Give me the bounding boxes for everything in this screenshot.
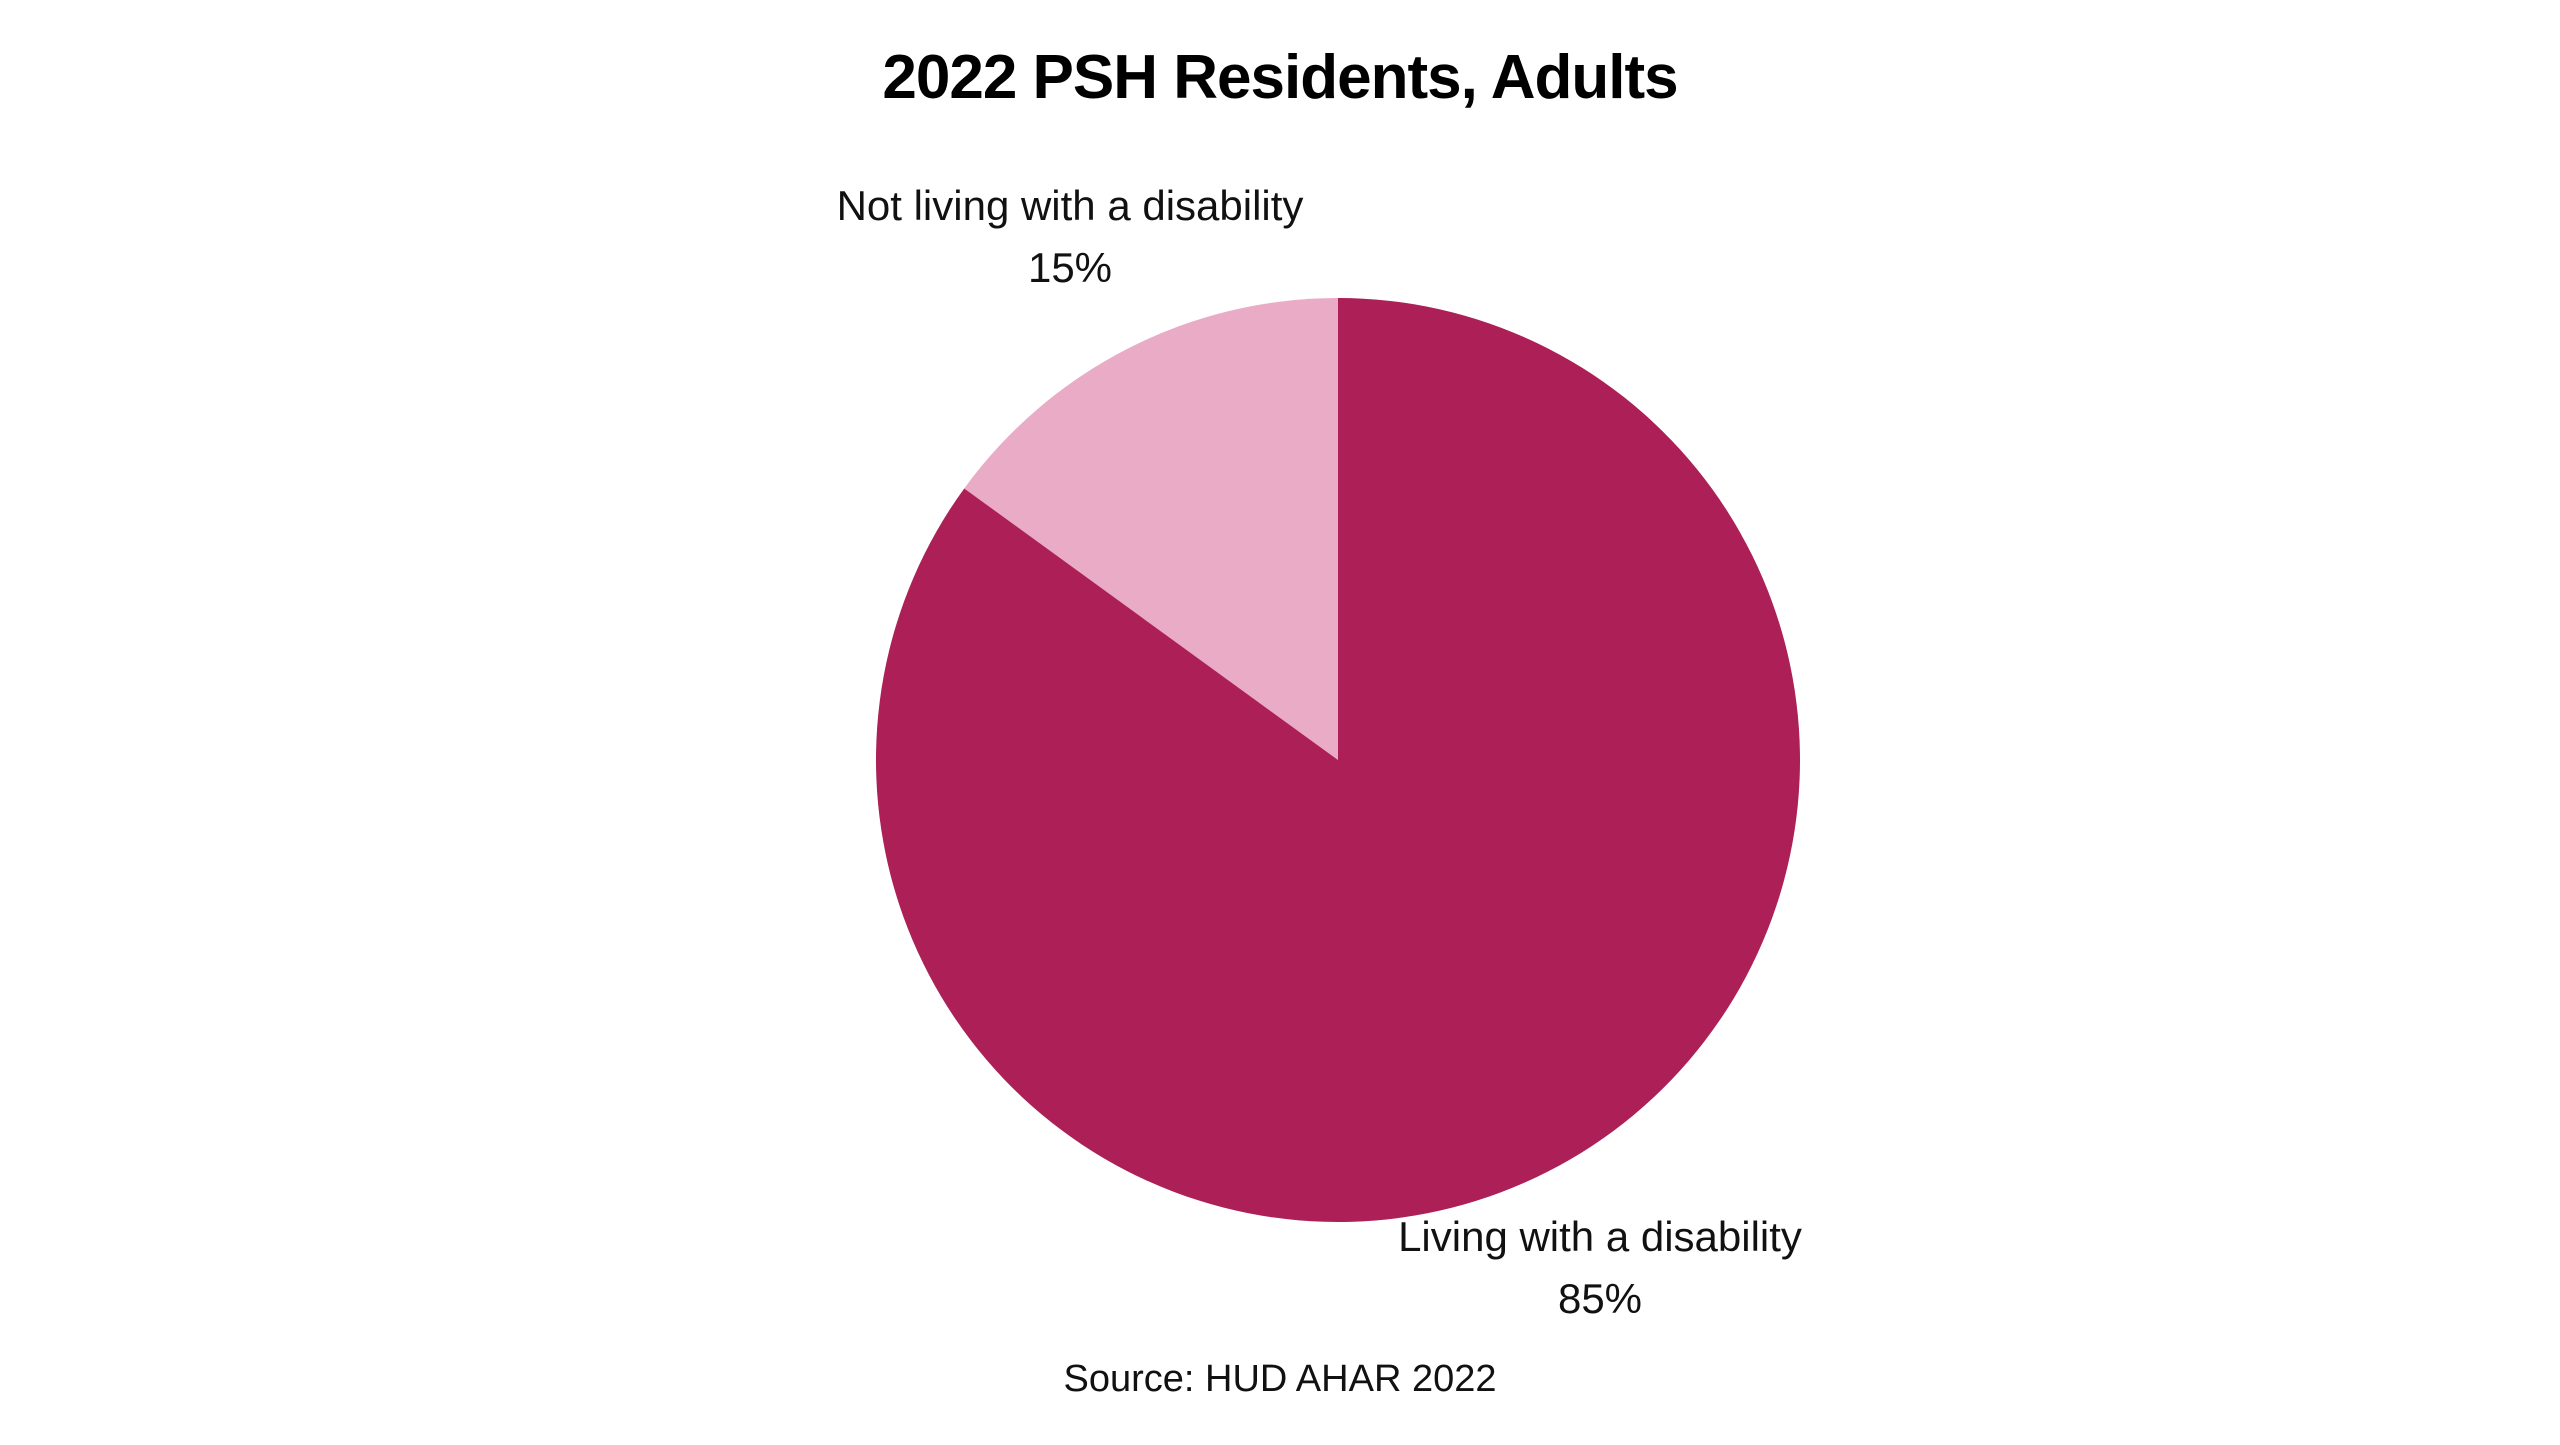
- slice-label-living: Living with a disability 85%: [1398, 1206, 1802, 1330]
- slice-label-living-name: Living with a disability: [1398, 1213, 1802, 1260]
- chart-title: 2022 PSH Residents, Adults: [882, 43, 1678, 112]
- slice-label-living-value: 85%: [1557, 1275, 1643, 1322]
- slice-label-not-living-value: 15%: [1027, 244, 1113, 291]
- source-note: Source: HUD AHAR 2022: [1063, 1358, 1497, 1400]
- pie-slice-not-living: [964, 298, 1338, 760]
- slice-label-not-living: Not living with a disability 15%: [837, 175, 1304, 299]
- pie-slice-living: [875, 298, 1800, 1222]
- slice-label-not-living-name: Not living with a disability: [836, 182, 1304, 229]
